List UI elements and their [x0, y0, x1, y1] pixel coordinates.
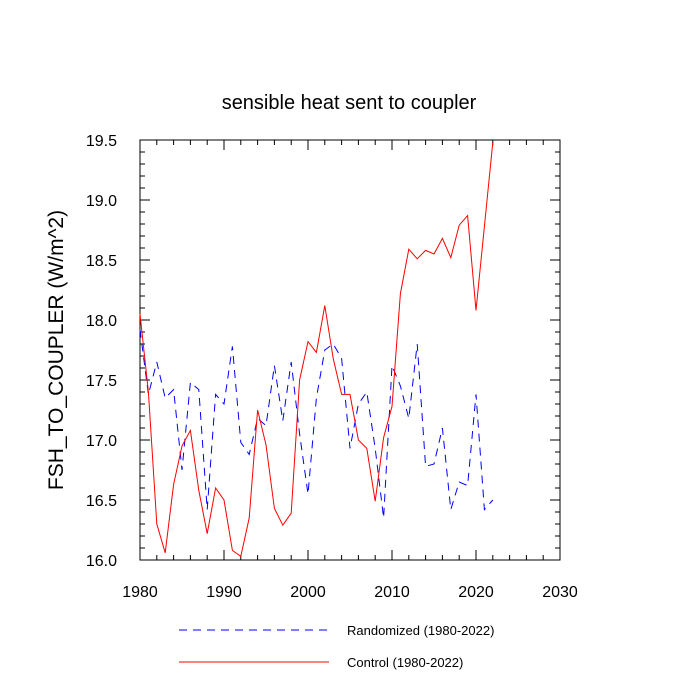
legend: Randomized (1980-2022) Control (1980-2022…: [179, 623, 494, 670]
y-axis: 16.0 16.5 17.0 17.5 18.0 18.5 19.0 19.5: [86, 133, 560, 570]
x-tick-label: 1980: [122, 584, 158, 601]
chart-title: sensible heat sent to coupler: [222, 92, 477, 114]
x-tick-label: 2020: [458, 584, 494, 601]
x-axis: 1980 1990 2000 2010 2020 2030: [122, 140, 578, 601]
y-tick-label: 17.0: [86, 433, 117, 450]
series-layer: [139, 142, 494, 558]
series-line-randomized: [139, 329, 494, 519]
y-tick-label: 18.0: [86, 313, 117, 330]
legend-label: Control (1980-2022): [347, 655, 463, 670]
y-tick-label: 18.5: [86, 253, 117, 270]
plot-frame: [139, 139, 561, 561]
y-tick-label: 16.0: [86, 553, 117, 570]
x-tick-label: 2000: [290, 584, 326, 601]
x-tick-label: 2010: [374, 584, 410, 601]
y-tick-label: 17.5: [86, 373, 117, 390]
y-axis-label: FSH_TO_COUPLER (W/m^2): [45, 210, 68, 490]
x-tick-label: 1990: [206, 584, 242, 601]
y-tick-label: 19.5: [86, 133, 117, 150]
y-tick-label: 19.0: [86, 193, 117, 210]
y-tick-label: 16.5: [86, 493, 117, 510]
x-tick-label: 2030: [542, 584, 578, 601]
legend-label: Randomized (1980-2022): [347, 623, 494, 638]
minor-ticks: [139, 139, 561, 561]
series-line-control: [139, 142, 494, 558]
